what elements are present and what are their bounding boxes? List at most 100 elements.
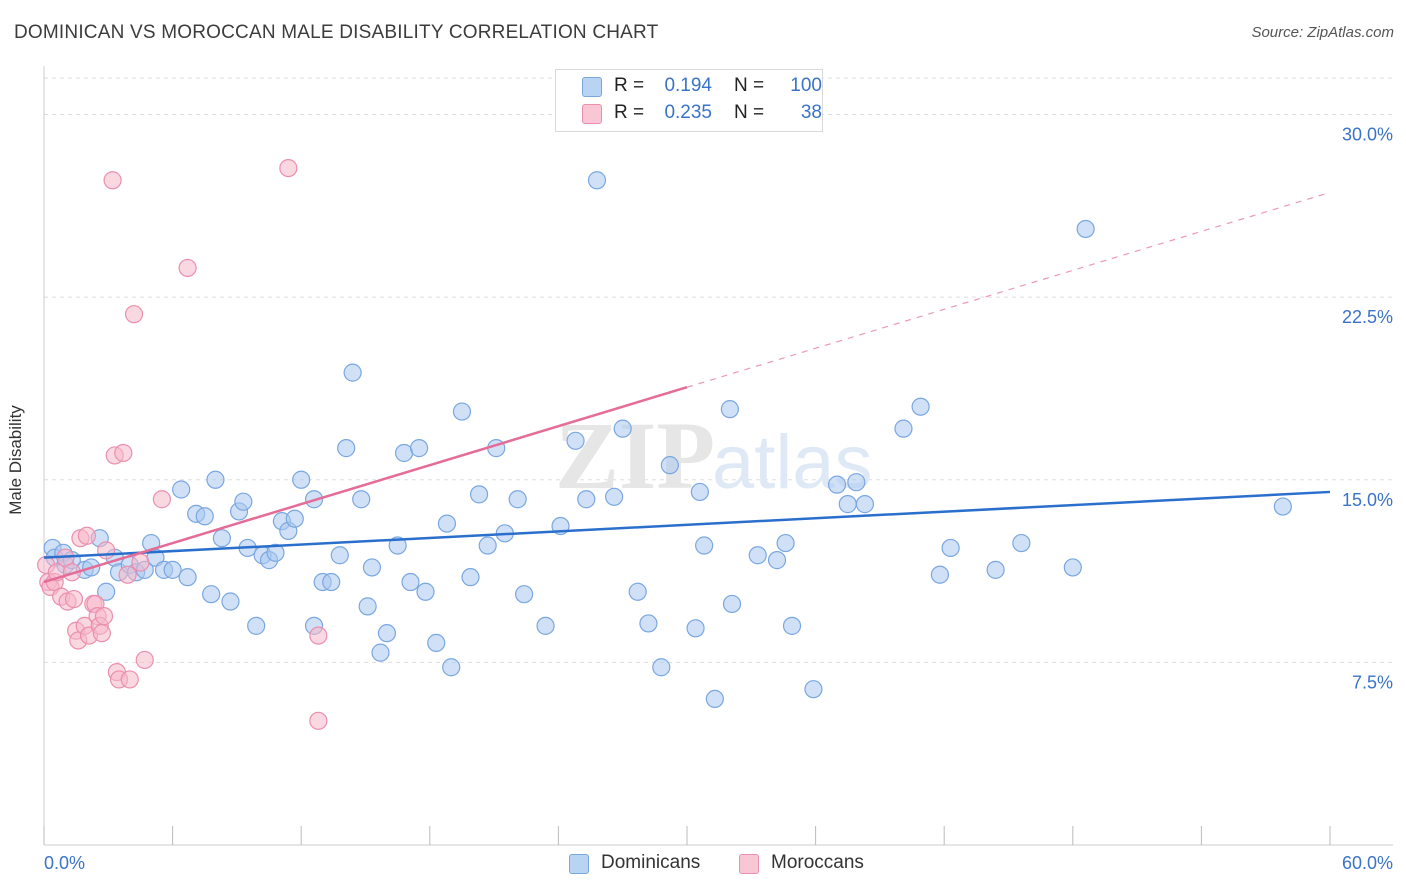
data-point: [221, 592, 240, 611]
data-point: [1063, 558, 1082, 577]
data-point: [352, 490, 371, 509]
data-point: [266, 543, 285, 562]
data-point: [152, 490, 171, 509]
data-point: [309, 711, 328, 730]
data-point: [686, 619, 705, 638]
data-point: [114, 443, 133, 463]
chart-source: Source: ZipAtlas.com: [1251, 24, 1394, 41]
data-point: [377, 624, 397, 643]
data-point: [941, 538, 960, 558]
data-point: [478, 536, 497, 555]
data-point: [705, 689, 724, 709]
data-point: [371, 643, 390, 662]
data-point: [577, 490, 596, 509]
data-point: [442, 658, 461, 677]
data-point: [838, 495, 857, 514]
data-point: [911, 397, 930, 416]
data-point: [401, 572, 420, 592]
data-point: [247, 616, 266, 635]
trend-line-moroccans: [43, 386, 688, 584]
data-point: [322, 572, 341, 592]
legend-r-value: 0.194: [664, 75, 712, 96]
data-point: [77, 526, 96, 545]
data-point: [285, 509, 304, 528]
data-point: [409, 439, 429, 458]
legend-swatch-pink: [582, 104, 602, 124]
data-point: [178, 258, 197, 278]
data-point: [720, 400, 739, 419]
data-point: [427, 633, 446, 653]
legend-label: Moroccans: [771, 852, 864, 873]
data-point: [986, 560, 1005, 579]
data-point: [416, 582, 435, 601]
data-point: [195, 507, 214, 526]
data-point: [613, 419, 632, 438]
data-point: [566, 431, 585, 450]
legend-series: Dominicans Moroccans: [0, 852, 1406, 878]
legend-r-label: R =: [614, 102, 645, 123]
data-point: [722, 594, 742, 614]
data-point: [178, 568, 197, 587]
y-tick-label: 30.0%: [1342, 125, 1393, 145]
series-moroccans: [37, 158, 328, 730]
legend-stats: R = 0.194 N = 100 R = 0.235 N = 38: [555, 69, 823, 132]
data-point: [748, 546, 767, 565]
y-tick-label: 7.5%: [1352, 672, 1393, 692]
data-point: [309, 626, 328, 645]
svg-text:atlas: atlas: [712, 420, 873, 505]
axes: [43, 66, 1393, 846]
trend-lines: [43, 191, 1331, 584]
data-point: [628, 582, 647, 601]
legend-n-value: 100: [790, 75, 822, 96]
legend-n-label: N =: [734, 75, 765, 96]
data-point: [690, 482, 709, 502]
data-point: [587, 171, 607, 190]
data-point: [97, 582, 116, 601]
data-point: [437, 514, 457, 533]
data-point: [131, 553, 150, 572]
data-point: [461, 568, 480, 587]
data-point: [212, 529, 231, 548]
data-point: [92, 624, 111, 643]
data-point: [847, 473, 866, 492]
y-tick-label: 15.0%: [1342, 490, 1393, 510]
data-point: [469, 485, 489, 504]
data-point: [103, 171, 122, 190]
trend-line-dominicans: [43, 490, 1331, 559]
data-point: [94, 607, 114, 626]
data-point: [1012, 533, 1031, 553]
watermark-zipatlas: ZIP atlas: [555, 402, 873, 509]
data-point: [358, 597, 377, 616]
data-point: [120, 670, 139, 689]
data-point: [452, 402, 472, 421]
data-point: [827, 475, 847, 494]
data-point: [118, 565, 137, 584]
data-point: [660, 456, 679, 475]
series-dominicans: [43, 171, 1292, 709]
data-point: [652, 658, 671, 677]
data-point: [804, 680, 823, 699]
legend-swatch-blue: [569, 854, 589, 874]
chart-title: DOMINICAN VS MOROCCAN MALE DISABILITY CO…: [14, 22, 659, 43]
data-point: [767, 551, 787, 570]
data-point: [1076, 219, 1095, 239]
data-point: [163, 560, 182, 579]
data-point: [135, 650, 154, 670]
data-point: [508, 490, 527, 509]
data-point: [172, 480, 191, 499]
data-point: [394, 443, 414, 463]
data-point: [362, 558, 382, 577]
data-point: [388, 536, 407, 555]
data-point: [292, 470, 311, 489]
data-point: [279, 158, 298, 178]
data-point: [776, 533, 795, 553]
data-point: [330, 546, 349, 565]
data-point: [1273, 497, 1292, 516]
data-point: [695, 536, 714, 555]
data-point: [782, 616, 802, 635]
data-point: [894, 419, 913, 438]
data-point: [124, 305, 144, 324]
data-point: [515, 585, 534, 604]
data-point: [855, 495, 874, 514]
